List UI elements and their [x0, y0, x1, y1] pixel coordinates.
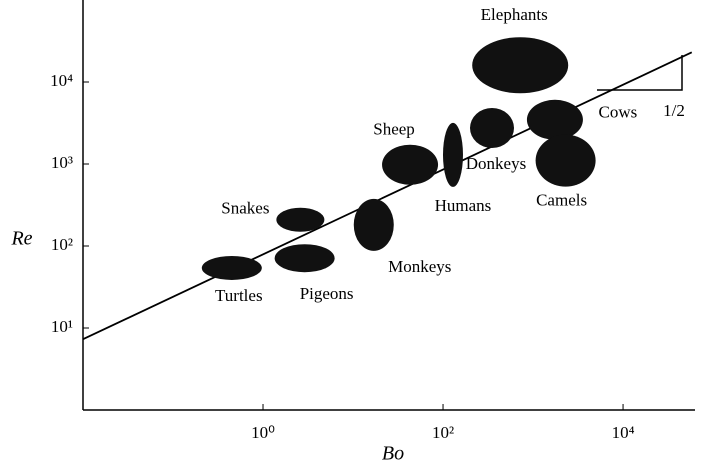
x-tick-label: 10²: [432, 423, 454, 442]
animal-label: Camels: [536, 191, 587, 210]
y-tick-label: 10²: [51, 235, 73, 254]
animal-marker: [276, 208, 324, 232]
animal-marker: [202, 256, 262, 280]
y-tick-label: 10³: [51, 153, 73, 172]
y-tick-label: 10¹: [51, 317, 73, 336]
animal-label: Snakes: [221, 199, 269, 218]
animal-marker: [443, 123, 463, 187]
animal-label: Humans: [435, 196, 492, 215]
animal-label: Elephants: [481, 5, 548, 24]
x-tick-label: 10⁰: [251, 423, 275, 442]
slope-label: 1/2: [663, 101, 685, 120]
animal-label: Pigeons: [300, 284, 354, 303]
animal-marker: [470, 108, 514, 148]
slope-triangle: [597, 55, 682, 90]
animal-label: Turtles: [215, 286, 263, 305]
animal-marker: [382, 145, 438, 185]
x-axis-label: Bo: [382, 443, 404, 465]
animal-label: Sheep: [373, 120, 415, 139]
animal-marker: [536, 135, 596, 187]
animal-label: Cows: [599, 103, 638, 122]
animal-marker: [275, 244, 335, 272]
animal-label: Donkeys: [466, 154, 526, 173]
fit-line: [83, 52, 692, 339]
animal-marker: [472, 37, 568, 93]
animal-label: Monkeys: [388, 257, 451, 276]
chart: Bo Re 1/2 10⁰ 10² 10⁴ 10¹ 10² 10³ 10⁴ Turtles Pi…: [0, 0, 707, 470]
animal-marker: [527, 100, 583, 140]
x-tick-label: 10⁴: [612, 423, 635, 442]
y-axis-label: Re: [10, 228, 32, 250]
y-tick-label: 10⁴: [50, 71, 73, 90]
animal-marker: [354, 199, 394, 251]
